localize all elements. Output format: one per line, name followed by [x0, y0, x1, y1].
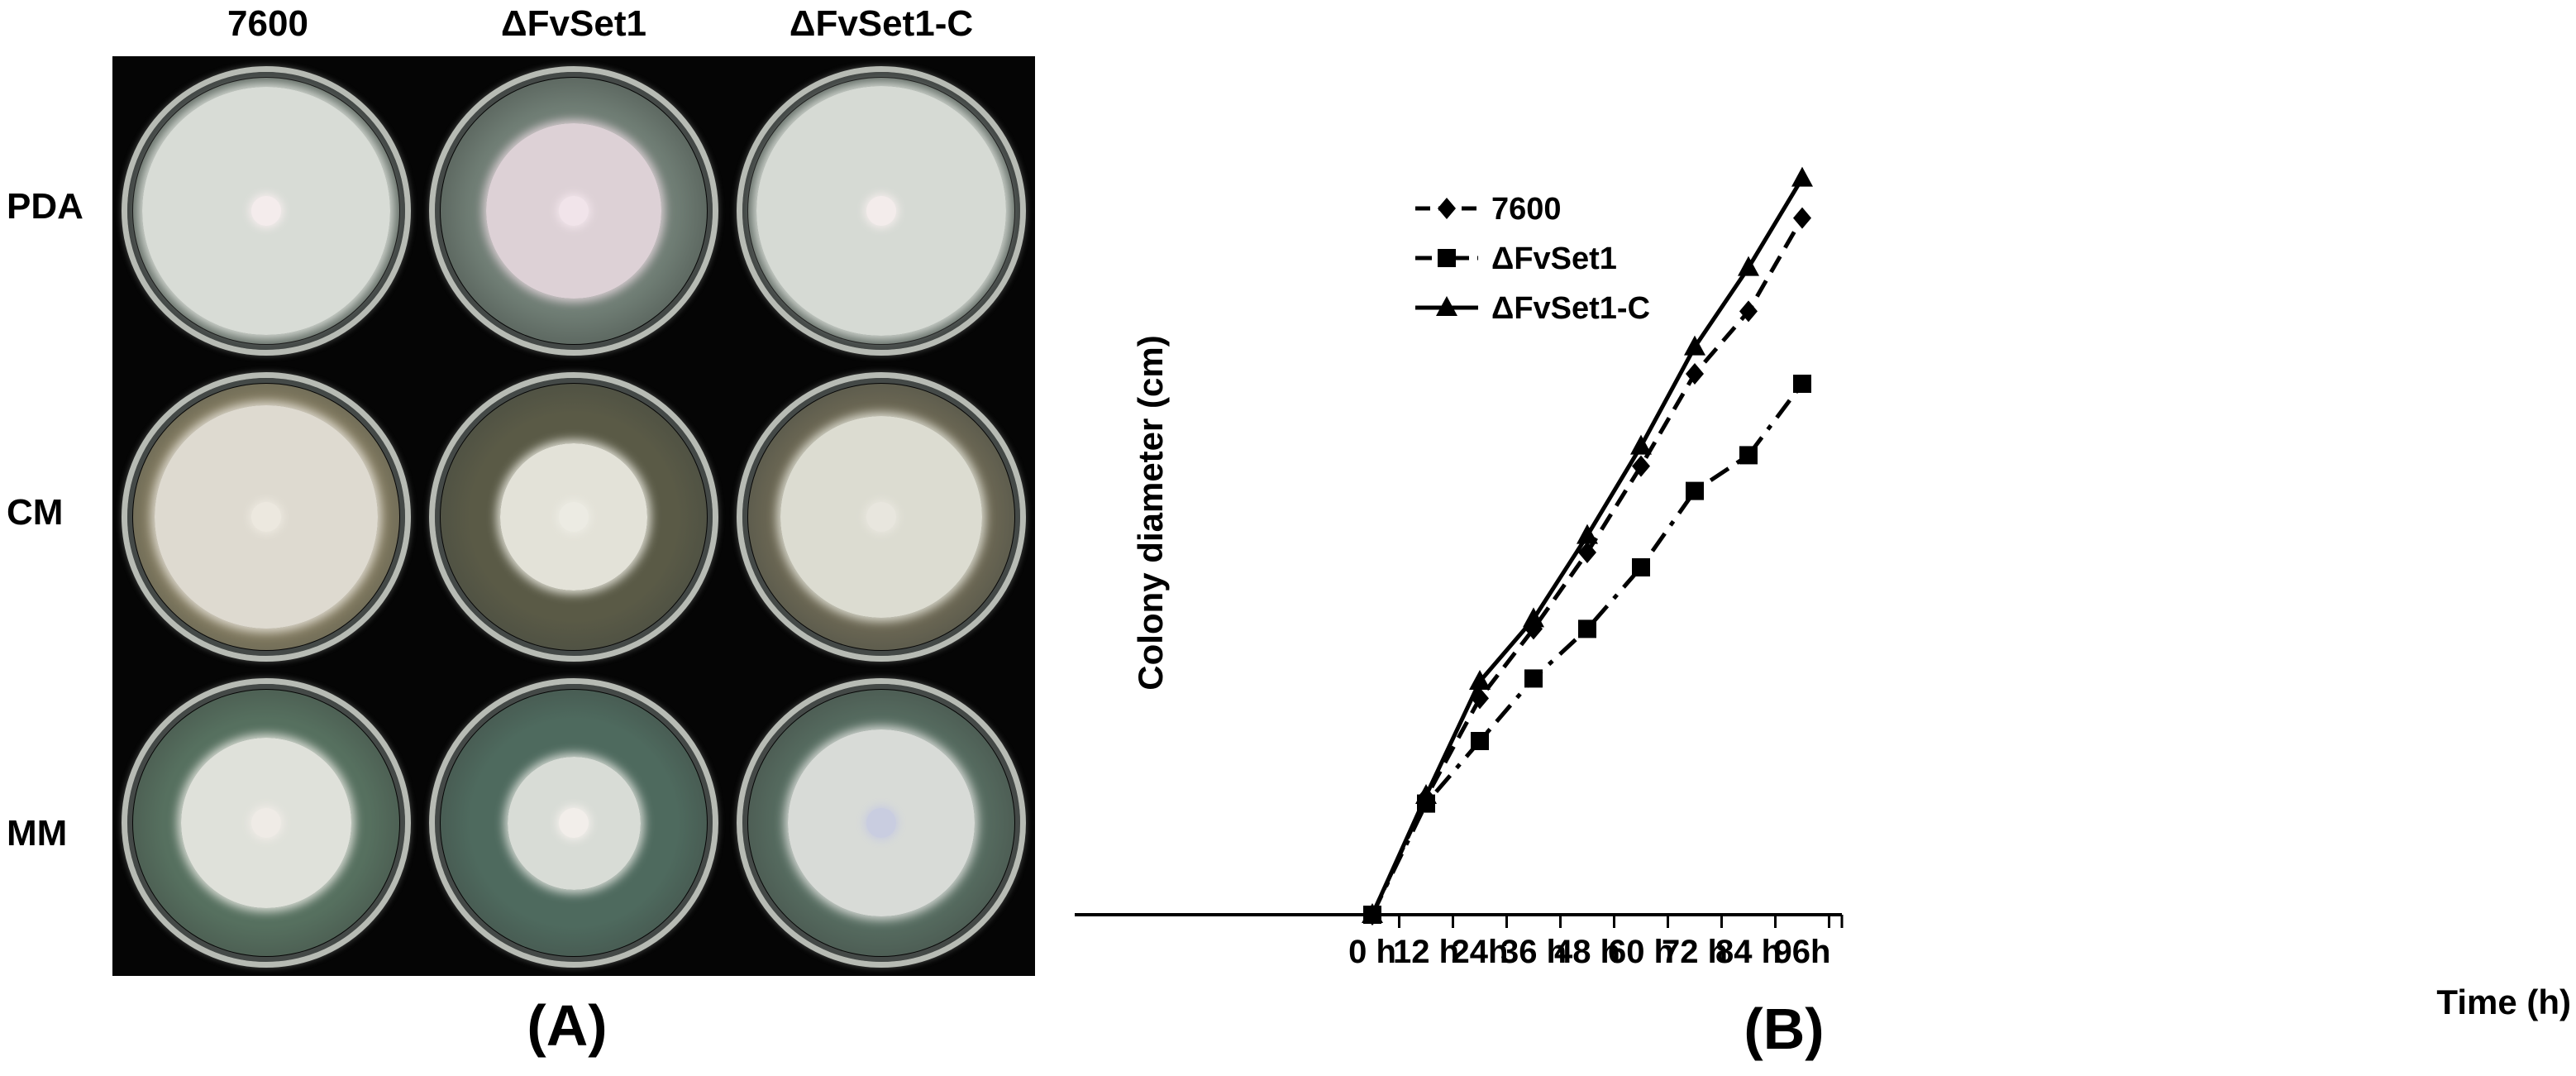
panel-a: 7600 ΔFvSet1 ΔFvSet1-C PDA CM MM (A) — [0, 0, 1075, 1076]
panel-b-label: (B) — [1744, 997, 1824, 1061]
data-point-2 — [1632, 558, 1650, 576]
dish-rim — [429, 678, 718, 968]
data-point-3 — [1630, 434, 1652, 455]
column-label-7600: 7600 — [227, 3, 308, 44]
data-point-3 — [1791, 166, 1813, 187]
petri-dish-cm-1 — [122, 372, 411, 662]
petri-dish-pda-1 — [122, 66, 411, 356]
data-point-2 — [1471, 732, 1489, 750]
y-axis-title: Colony diameter (cm) — [1131, 335, 1170, 690]
series-line-2 — [1370, 382, 1804, 916]
x-tick-label: 36 h — [1500, 934, 1567, 970]
data-point-3 — [1469, 670, 1491, 690]
dish-rim — [122, 372, 411, 662]
x-tick-label: 60 h — [1608, 934, 1674, 970]
x-tick-label: 72 h — [1662, 934, 1728, 970]
data-point-2 — [1578, 619, 1596, 638]
petri-dish-mm-3 — [737, 678, 1026, 968]
x-tick-label: 12 h — [1393, 934, 1459, 970]
x-tick-label: 48 h — [1554, 934, 1620, 970]
x-tick-label: 84 h — [1715, 934, 1782, 970]
legend-marker-3 — [1436, 296, 1457, 316]
plate-photograph — [112, 56, 1035, 976]
dish-rim — [122, 66, 411, 356]
legend: 7600 ΔFvSet1 ΔFvSet1-C — [1415, 192, 1650, 326]
dish-rim — [429, 66, 718, 356]
data-point-3 — [1362, 903, 1383, 923]
dish-rim — [737, 372, 1026, 662]
data-point-3 — [1523, 607, 1544, 628]
data-point-3 — [1738, 256, 1759, 276]
dish-rim — [429, 372, 718, 662]
legend-marker-2 — [1438, 249, 1456, 267]
petri-dish-mm-2 — [429, 678, 718, 968]
data-point-1 — [1632, 455, 1650, 477]
legend-marker-1 — [1438, 198, 1456, 219]
legend-label-2: ΔFvSet1 — [1491, 242, 1617, 276]
column-label-dfvset1: ΔFvSet1 — [501, 3, 646, 44]
dish-rim — [737, 678, 1026, 968]
legend-label-3: ΔFvSet1-C — [1491, 291, 1650, 326]
data-point-1 — [1686, 363, 1704, 385]
x-tick-label: 24h — [1452, 934, 1509, 970]
petri-dish-cm-3 — [737, 372, 1026, 662]
data-point-1 — [1739, 300, 1758, 323]
dish-rim — [122, 678, 411, 968]
row-label-mm: MM — [7, 813, 68, 854]
petri-dish-mm-1 — [122, 678, 411, 968]
data-point-1 — [1578, 542, 1596, 563]
x-tick-label: 96h — [1774, 934, 1831, 970]
panel-a-label: (A) — [527, 993, 608, 1058]
data-point-1 — [1793, 207, 1811, 229]
series-lines — [1362, 166, 1813, 925]
petri-dish-pda-3 — [737, 66, 1026, 356]
data-point-2 — [1686, 481, 1704, 500]
data-point-2 — [1739, 446, 1758, 465]
data-point-2 — [1524, 669, 1543, 688]
data-point-2 — [1793, 375, 1811, 393]
row-label-cm: CM — [7, 492, 64, 533]
data-point-3 — [1577, 524, 1598, 544]
data-point-3 — [1684, 335, 1705, 356]
dish-rim — [737, 66, 1026, 356]
legend-label-1: 7600 — [1491, 192, 1562, 227]
x-axis-title: Time (h) — [2436, 983, 2571, 1021]
x-tick-label: 0 h — [1348, 934, 1396, 970]
petri-dish-pda-2 — [429, 66, 718, 356]
petri-dish-cm-2 — [429, 372, 718, 662]
column-label-dfvset1-c: ΔFvSet1-C — [789, 3, 974, 44]
data-point-3 — [1415, 784, 1437, 804]
row-label-pda: PDA — [7, 186, 83, 227]
